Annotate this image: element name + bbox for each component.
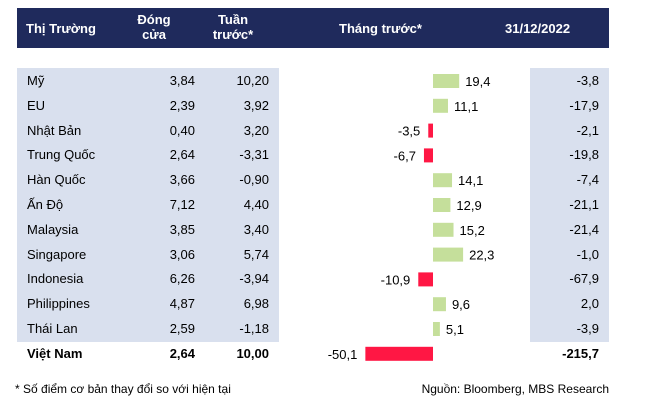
row-ytd-value: -21,4 bbox=[569, 221, 599, 237]
header-close-line2: cửa bbox=[142, 27, 166, 42]
month-bar bbox=[428, 123, 433, 138]
row-market-label: Nhật Bản bbox=[27, 122, 82, 138]
row-week-value: 10,20 bbox=[236, 73, 269, 88]
source-note: Nguồn: Bloomberg, MBS Research bbox=[421, 382, 609, 396]
month-bar-label: 14,1 bbox=[458, 173, 483, 188]
row-ytd-value: -3,9 bbox=[576, 321, 599, 336]
row-market-label: EU bbox=[27, 97, 46, 113]
row-close-value: 2,59 bbox=[169, 321, 195, 336]
row-week-value: -0,90 bbox=[239, 172, 269, 188]
row-ytd-value: -21,1 bbox=[569, 197, 599, 212]
row-market-label: Hàn Quốc bbox=[27, 172, 86, 188]
row-close-value: 0,40 bbox=[169, 122, 195, 138]
month-bar bbox=[433, 74, 460, 88]
row-week-value: -3,31 bbox=[239, 147, 269, 163]
month-bar bbox=[433, 173, 453, 188]
header-month: Tháng trước* bbox=[339, 21, 422, 36]
footnote: * Số điểm cơ bản thay đổi so với hiện tạ… bbox=[15, 382, 231, 396]
row-close-value: 4,87 bbox=[169, 296, 195, 312]
header-week: Tuần trước* bbox=[197, 12, 269, 42]
month-bar bbox=[423, 148, 433, 163]
month-bar-label: 22,3 bbox=[469, 248, 494, 263]
row-close-value: 2,39 bbox=[169, 97, 195, 113]
row-week-value: 5,74 bbox=[243, 246, 269, 262]
month-bar bbox=[433, 222, 454, 237]
row-ytd-value: -1,0 bbox=[576, 246, 599, 262]
month-bar-label: 11,1 bbox=[454, 99, 478, 114]
header-market: Thị Trường bbox=[26, 21, 96, 36]
month-bar bbox=[433, 322, 440, 336]
row-ytd-value: -7,4 bbox=[576, 172, 599, 188]
row-market-label: Trung Quốc bbox=[27, 147, 96, 163]
table-shade-left bbox=[17, 68, 279, 342]
row-close-value: 3,85 bbox=[169, 221, 195, 237]
row-market-label: Ấn Độ bbox=[27, 197, 64, 212]
header-close: Đóng cửa bbox=[125, 12, 183, 42]
row-ytd-value: -67,9 bbox=[569, 271, 599, 287]
row-week-value: 3,92 bbox=[243, 97, 269, 113]
month-bar bbox=[433, 247, 464, 262]
month-bar-label: 15,2 bbox=[460, 223, 485, 238]
row-market-label: Philippines bbox=[27, 296, 90, 312]
month-bar-label: 12,9 bbox=[456, 198, 481, 213]
row-close-value: 2,64 bbox=[169, 147, 195, 163]
month-bar bbox=[433, 98, 448, 113]
header-close-line1: Đóng bbox=[137, 12, 171, 27]
row-close-value: 7,12 bbox=[169, 197, 195, 212]
row-close-value: 2,64 bbox=[169, 345, 195, 361]
row-week-value: 3,40 bbox=[243, 221, 269, 237]
header-week-line1: Tuần bbox=[217, 12, 249, 27]
header-ytd: 31/12/2022 bbox=[505, 21, 571, 36]
month-bar bbox=[433, 198, 451, 212]
month-bar-label: -10,9 bbox=[381, 272, 411, 287]
month-bar-label: 9,6 bbox=[452, 297, 470, 312]
header-week-line2: trước* bbox=[212, 27, 254, 42]
row-close-value: 3,06 bbox=[169, 246, 195, 262]
month-bar bbox=[365, 346, 433, 361]
month-bar bbox=[418, 272, 433, 287]
row-ytd-value: -19,8 bbox=[569, 147, 599, 163]
row-ytd-value: -2,1 bbox=[576, 122, 599, 138]
row-ytd-value: 2,0 bbox=[580, 296, 599, 312]
row-week-value: 6,98 bbox=[243, 296, 269, 312]
month-bar bbox=[433, 297, 446, 312]
month-bar-label: -3,5 bbox=[398, 124, 420, 139]
row-ytd-value: -215,7 bbox=[562, 345, 599, 361]
month-bar-label: 5,1 bbox=[446, 322, 464, 337]
row-week-value: 4,40 bbox=[243, 197, 269, 212]
row-market-label: Việt Nam bbox=[27, 345, 83, 361]
row-week-value: 10,00 bbox=[236, 345, 269, 361]
row-market-label: Singapore bbox=[27, 246, 87, 262]
row-week-value: -1,18 bbox=[239, 321, 269, 336]
row-market-label: Thái Lan bbox=[27, 321, 78, 336]
row-market-label: Malaysia bbox=[27, 221, 79, 237]
table-shade-right bbox=[530, 68, 609, 342]
row-market-label: Mỹ bbox=[27, 73, 45, 88]
row-close-value: 3,66 bbox=[169, 172, 195, 188]
month-bar-label: -6,7 bbox=[394, 148, 416, 163]
row-week-value: 3,20 bbox=[243, 122, 269, 138]
row-ytd-value: -3,8 bbox=[576, 73, 599, 88]
row-close-value: 6,26 bbox=[169, 271, 195, 287]
month-bar-label: -50,1 bbox=[328, 347, 358, 362]
row-close-value: 3,84 bbox=[169, 73, 195, 88]
row-market-label: Indonesia bbox=[27, 271, 84, 287]
row-ytd-value: -17,9 bbox=[569, 97, 599, 113]
table-header: Thị Trường Đóng cửa Tuần trước* Tháng tr… bbox=[17, 8, 609, 48]
row-week-value: -3,94 bbox=[239, 271, 269, 287]
month-bar-label: 19,4 bbox=[465, 74, 490, 89]
